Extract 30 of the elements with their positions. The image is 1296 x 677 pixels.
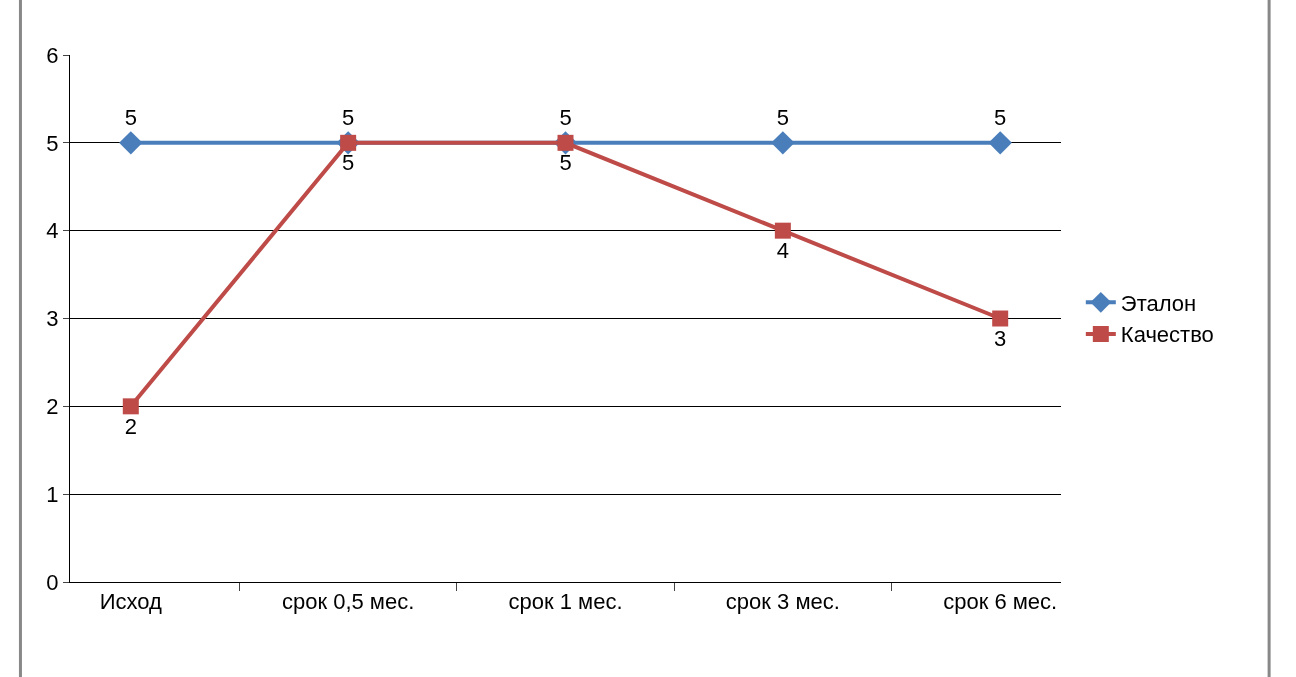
y-tick-label: 0 (46, 569, 59, 595)
data-label: 5 (559, 150, 572, 176)
point (988, 131, 1012, 155)
point (992, 310, 1009, 327)
y-tick-label: 5 (46, 130, 59, 156)
legend-label: Качество (1120, 322, 1214, 348)
data-label: 5 (124, 105, 137, 131)
point (771, 131, 795, 155)
data-label: 3 (994, 326, 1007, 351)
x-tick-label: срок 3 мес. (725, 589, 840, 615)
data-label: 5 (342, 150, 355, 176)
y-tick-label: 4 (46, 218, 59, 244)
y-tick-label: 3 (46, 306, 59, 332)
data-label: 5 (994, 105, 1007, 131)
x-tick-label: срок 6 мес. (943, 589, 1058, 615)
x-tick-label: срок 0,5 мес. (281, 589, 415, 615)
point (119, 131, 143, 155)
data-label: 5 (776, 105, 789, 131)
y-tick-label: 6 (46, 42, 59, 68)
x-tick-label: срок 1 мес. (508, 589, 623, 615)
data-label: 2 (124, 413, 137, 439)
legend-label: Эталон (1120, 290, 1197, 316)
data-label: 5 (342, 105, 355, 131)
y-tick-label: 1 (46, 481, 59, 507)
y-tick-label: 2 (46, 394, 59, 420)
x-tick-label: Исход (99, 589, 163, 615)
data-label: 4 (776, 238, 789, 264)
point (122, 398, 139, 415)
point (774, 222, 791, 239)
data-label: 5 (559, 105, 572, 131)
